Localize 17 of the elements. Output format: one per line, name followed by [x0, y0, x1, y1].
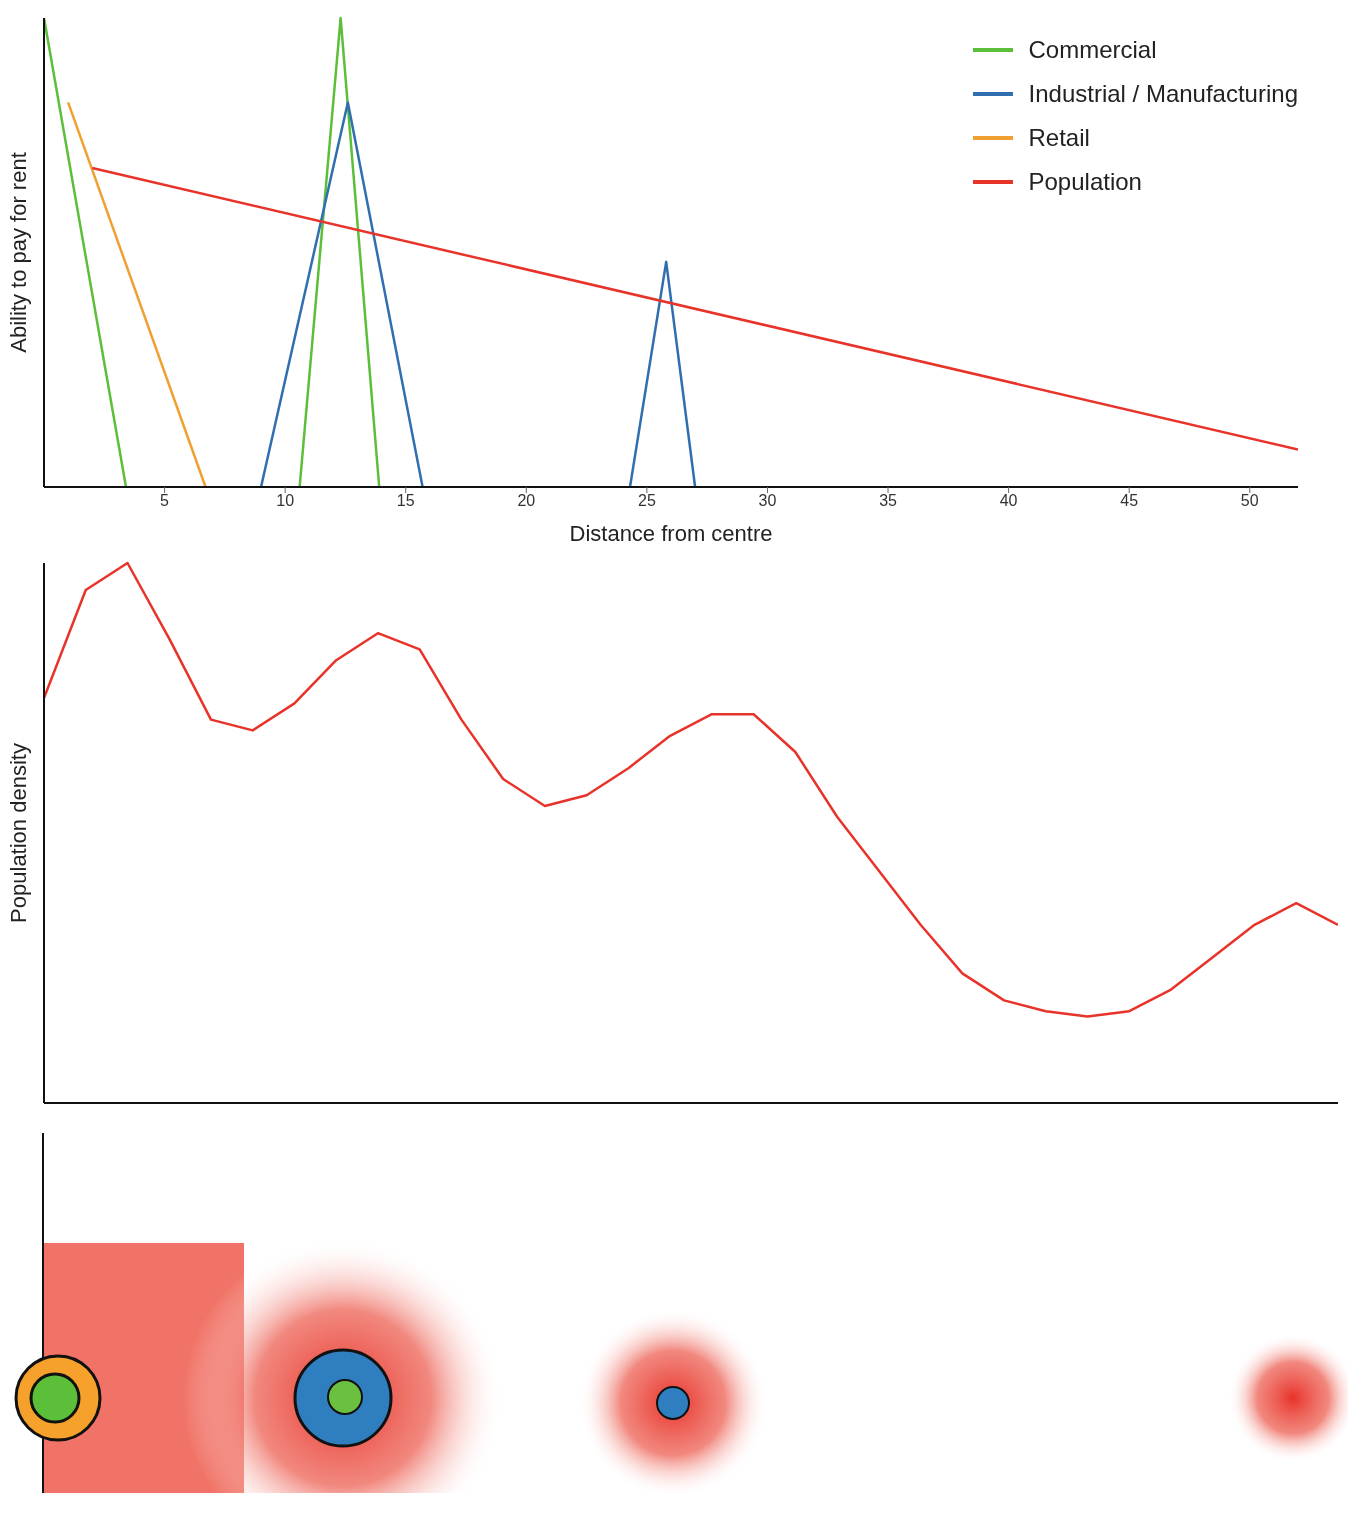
y-axis-title: Ability to pay for rent: [5, 152, 31, 353]
x-tick-label: 25: [637, 492, 656, 510]
legend-label: Industrial / Manufacturing: [1028, 79, 1298, 109]
x-tick-label: 45: [1120, 492, 1139, 510]
x-tick-label: 50: [1240, 492, 1259, 510]
y-axis-title: Population density: [5, 743, 31, 923]
x-tick-label: 10: [276, 492, 295, 510]
x-axis-title: Distance from centre: [569, 521, 773, 546]
x-tick-label: 30: [758, 492, 777, 510]
x-tick-label: 15: [396, 492, 415, 510]
x-tick-label: 20: [517, 492, 536, 510]
legend-label: Commercial: [1028, 35, 1157, 65]
x-tick-label: 40: [999, 492, 1018, 510]
x-tick-label: 35: [879, 492, 898, 510]
legend-label: Retail: [1028, 123, 1090, 153]
legend-label: Population: [1028, 167, 1142, 197]
x-tick-label: 5: [160, 492, 170, 510]
